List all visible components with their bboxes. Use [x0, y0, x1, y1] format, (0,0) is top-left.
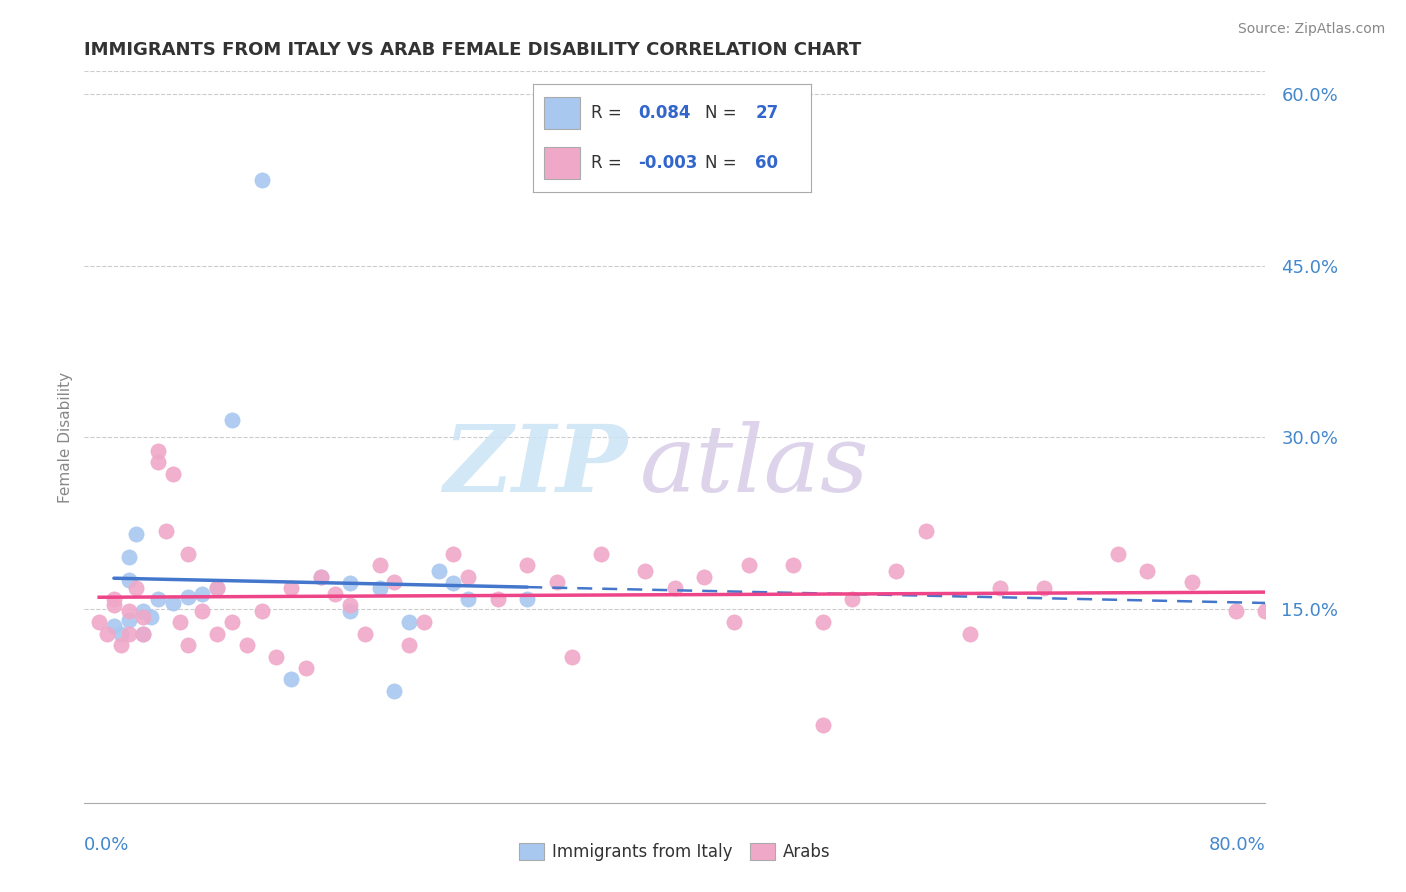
- Point: [221, 615, 243, 630]
- Point: [427, 564, 450, 578]
- Point: [382, 683, 406, 698]
- Point: [118, 626, 141, 640]
- Point: [221, 413, 243, 427]
- Point: [96, 626, 118, 640]
- Point: [266, 649, 288, 664]
- Point: [132, 626, 155, 640]
- Point: [398, 615, 420, 630]
- Point: [103, 592, 125, 607]
- Point: [207, 581, 229, 595]
- Point: [236, 638, 259, 652]
- Point: [207, 626, 229, 640]
- Point: [139, 609, 162, 624]
- Text: Source: ZipAtlas.com: Source: ZipAtlas.com: [1237, 22, 1385, 37]
- Point: [148, 592, 170, 607]
- Point: [457, 592, 479, 607]
- Point: [280, 581, 302, 595]
- Point: [118, 550, 141, 565]
- Point: [1225, 604, 1247, 618]
- Point: [738, 558, 761, 573]
- Point: [693, 569, 716, 583]
- Point: [915, 524, 938, 538]
- Text: 80.0%: 80.0%: [1209, 836, 1265, 854]
- Point: [1181, 575, 1204, 590]
- Point: [1107, 547, 1129, 561]
- Point: [486, 592, 509, 607]
- Point: [118, 613, 141, 627]
- Point: [169, 615, 191, 630]
- Point: [457, 569, 479, 583]
- Point: [132, 604, 155, 618]
- Legend: Immigrants from Italy, Arabs: Immigrants from Italy, Arabs: [512, 836, 838, 868]
- Point: [110, 626, 132, 640]
- Point: [250, 173, 273, 187]
- Point: [1254, 604, 1277, 618]
- Point: [87, 615, 111, 630]
- Point: [354, 626, 377, 640]
- Point: [339, 604, 361, 618]
- Point: [634, 564, 657, 578]
- Point: [132, 626, 155, 640]
- Point: [309, 569, 332, 583]
- Point: [561, 649, 583, 664]
- Point: [591, 547, 613, 561]
- Point: [118, 573, 141, 587]
- Point: [516, 592, 538, 607]
- Point: [368, 558, 391, 573]
- Point: [723, 615, 745, 630]
- Point: [398, 638, 420, 652]
- Point: [191, 604, 214, 618]
- Point: [125, 581, 148, 595]
- Text: IMMIGRANTS FROM ITALY VS ARAB FEMALE DISABILITY CORRELATION CHART: IMMIGRANTS FROM ITALY VS ARAB FEMALE DIS…: [84, 41, 862, 59]
- Point: [177, 547, 200, 561]
- Point: [368, 581, 391, 595]
- Point: [148, 455, 170, 469]
- Point: [250, 604, 273, 618]
- Text: 0.0%: 0.0%: [84, 836, 129, 854]
- Text: atlas: atlas: [640, 421, 869, 511]
- Point: [103, 618, 125, 632]
- Point: [782, 558, 804, 573]
- Point: [959, 626, 981, 640]
- Point: [811, 615, 834, 630]
- Point: [103, 598, 125, 612]
- Point: [118, 604, 141, 618]
- Point: [988, 581, 1011, 595]
- Point: [1136, 564, 1159, 578]
- Point: [325, 587, 347, 601]
- Point: [413, 615, 436, 630]
- Point: [207, 581, 229, 595]
- Point: [443, 576, 465, 591]
- Text: ZIP: ZIP: [443, 421, 627, 511]
- Point: [546, 575, 568, 590]
- Point: [132, 609, 155, 624]
- Point: [148, 443, 170, 458]
- Point: [516, 558, 538, 573]
- Point: [177, 590, 200, 604]
- Point: [110, 638, 132, 652]
- Point: [280, 673, 302, 687]
- Y-axis label: Female Disability: Female Disability: [58, 371, 73, 503]
- Point: [339, 576, 361, 591]
- Point: [191, 587, 214, 601]
- Point: [155, 524, 177, 538]
- Point: [309, 569, 332, 583]
- Point: [295, 661, 318, 675]
- Point: [841, 592, 863, 607]
- Point: [177, 638, 200, 652]
- Point: [811, 718, 834, 732]
- Point: [382, 575, 406, 590]
- Point: [162, 596, 184, 610]
- Point: [1033, 581, 1056, 595]
- Point: [886, 564, 908, 578]
- Point: [125, 527, 148, 541]
- Point: [162, 467, 184, 481]
- Point: [443, 547, 465, 561]
- Point: [339, 598, 361, 612]
- Point: [664, 581, 686, 595]
